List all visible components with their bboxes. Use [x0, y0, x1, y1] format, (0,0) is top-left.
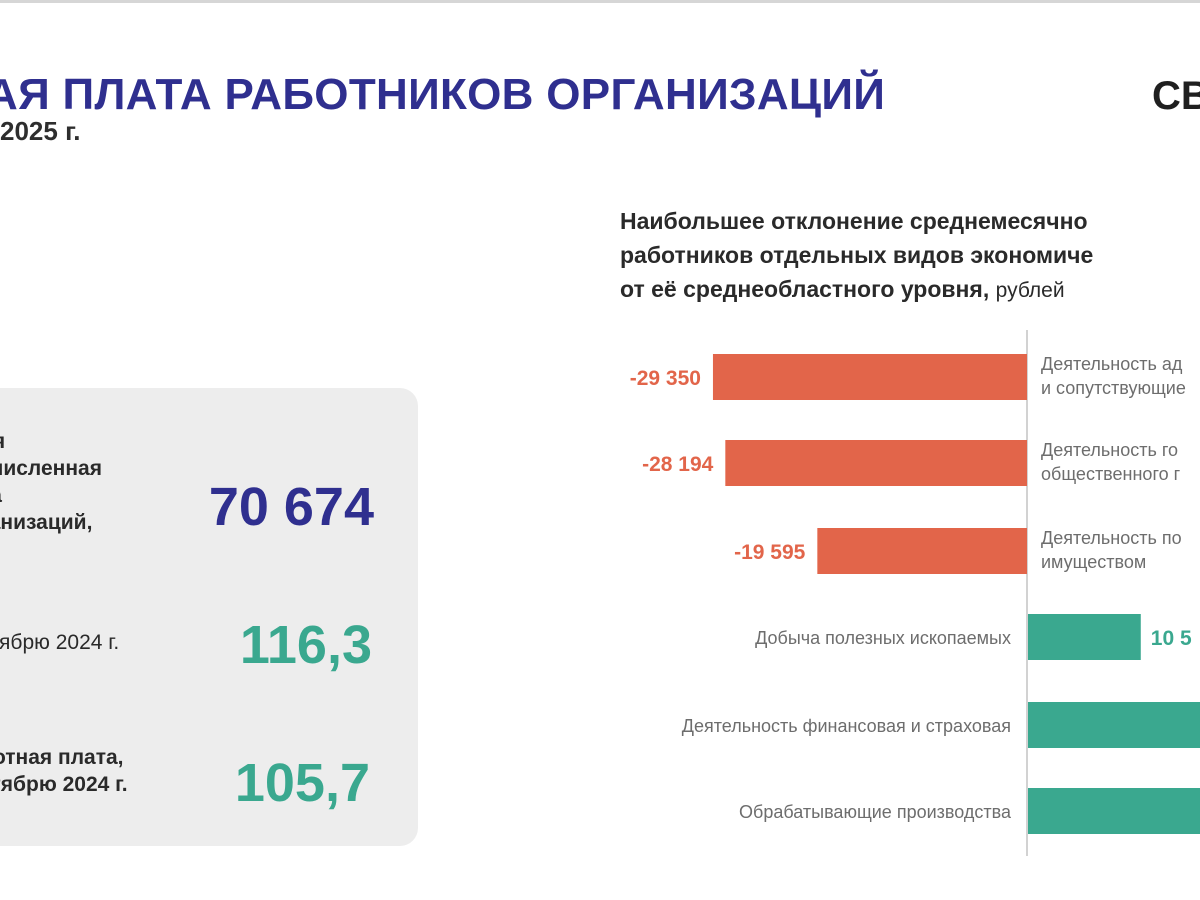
corner-label: СВ — [1152, 74, 1200, 118]
stat-value-index: 116,3 — [239, 615, 372, 675]
chart-heading: Наибольшее отклонение среднемесячно рабо… — [620, 204, 1093, 308]
chart-heading-unit: рублей — [995, 279, 1065, 302]
bar-5 — [1028, 702, 1200, 748]
bar-4 — [1028, 614, 1141, 660]
category-label-5: Деятельность финансовая и страховая — [682, 716, 1011, 736]
chart-heading-line-1: Наибольшее отклонение среднемесячно — [620, 208, 1088, 234]
bar-1 — [712, 354, 1027, 400]
category-label-3: Деятельность по имуществом — [1041, 528, 1182, 572]
category-label-6: Обрабатывающие производства — [739, 802, 1012, 822]
chart-heading-line-2: работников отдельных видов экономиче — [620, 242, 1094, 268]
stat-value-real: 105,7 — [234, 753, 370, 813]
page-title: АЯ ПЛАТА РАБОТНИКОВ ОРГАНИЗАЦИЙ — [0, 70, 886, 119]
stat-value-salary: 70 674 — [208, 477, 374, 537]
category-label-line: Добыча полезных ископаемых — [755, 628, 1011, 648]
category-label-line: и сопутствующие — [1041, 378, 1186, 398]
bar-value-label-1: -29 350 — [630, 367, 701, 390]
category-label-line: Деятельность финансовая и страховая — [682, 716, 1011, 736]
bar-value-label-4: 10 5 — [1151, 627, 1192, 650]
bar-6 — [1028, 788, 1200, 834]
stats-panel: ия ачисленная та ганизаций, 70 674 ктябр… — [0, 388, 418, 846]
bar-3 — [817, 528, 1027, 574]
category-label-4: Добыча полезных ископаемых — [755, 628, 1011, 648]
stat-label-salary: ия ачисленная та ганизаций, — [0, 430, 102, 534]
category-label-line: Деятельность го — [1041, 440, 1178, 460]
bar-2 — [725, 440, 1027, 486]
category-label-2: Деятельность го общественного г — [1041, 440, 1181, 484]
page-subtitle: 2025 г. — [0, 116, 81, 146]
category-label-line: Обрабатывающие производства — [739, 802, 1012, 822]
chart-heading-line-3: от её среднеобластного уровня, — [620, 276, 990, 302]
category-label-1: Деятельность ад и сопутствующие — [1041, 354, 1186, 398]
category-label-line: общественного г — [1041, 464, 1181, 484]
top-border — [0, 0, 1200, 3]
bar-value-label-3: -19 595 — [734, 541, 806, 564]
category-label-line: Деятельность по — [1041, 528, 1182, 548]
category-label-line: Деятельность ад — [1041, 354, 1183, 374]
stat-label-real-text: ботная плата, ктябрю 2024 г. — [0, 746, 128, 796]
stat-label-index: ктябрю 2024 г. — [0, 631, 120, 654]
category-label-line: имуществом — [1041, 552, 1146, 572]
bar-value-label-2: -28 194 — [642, 453, 714, 476]
stat-label-real: ботная плата, ктябрю 2024 г. — [0, 744, 180, 798]
